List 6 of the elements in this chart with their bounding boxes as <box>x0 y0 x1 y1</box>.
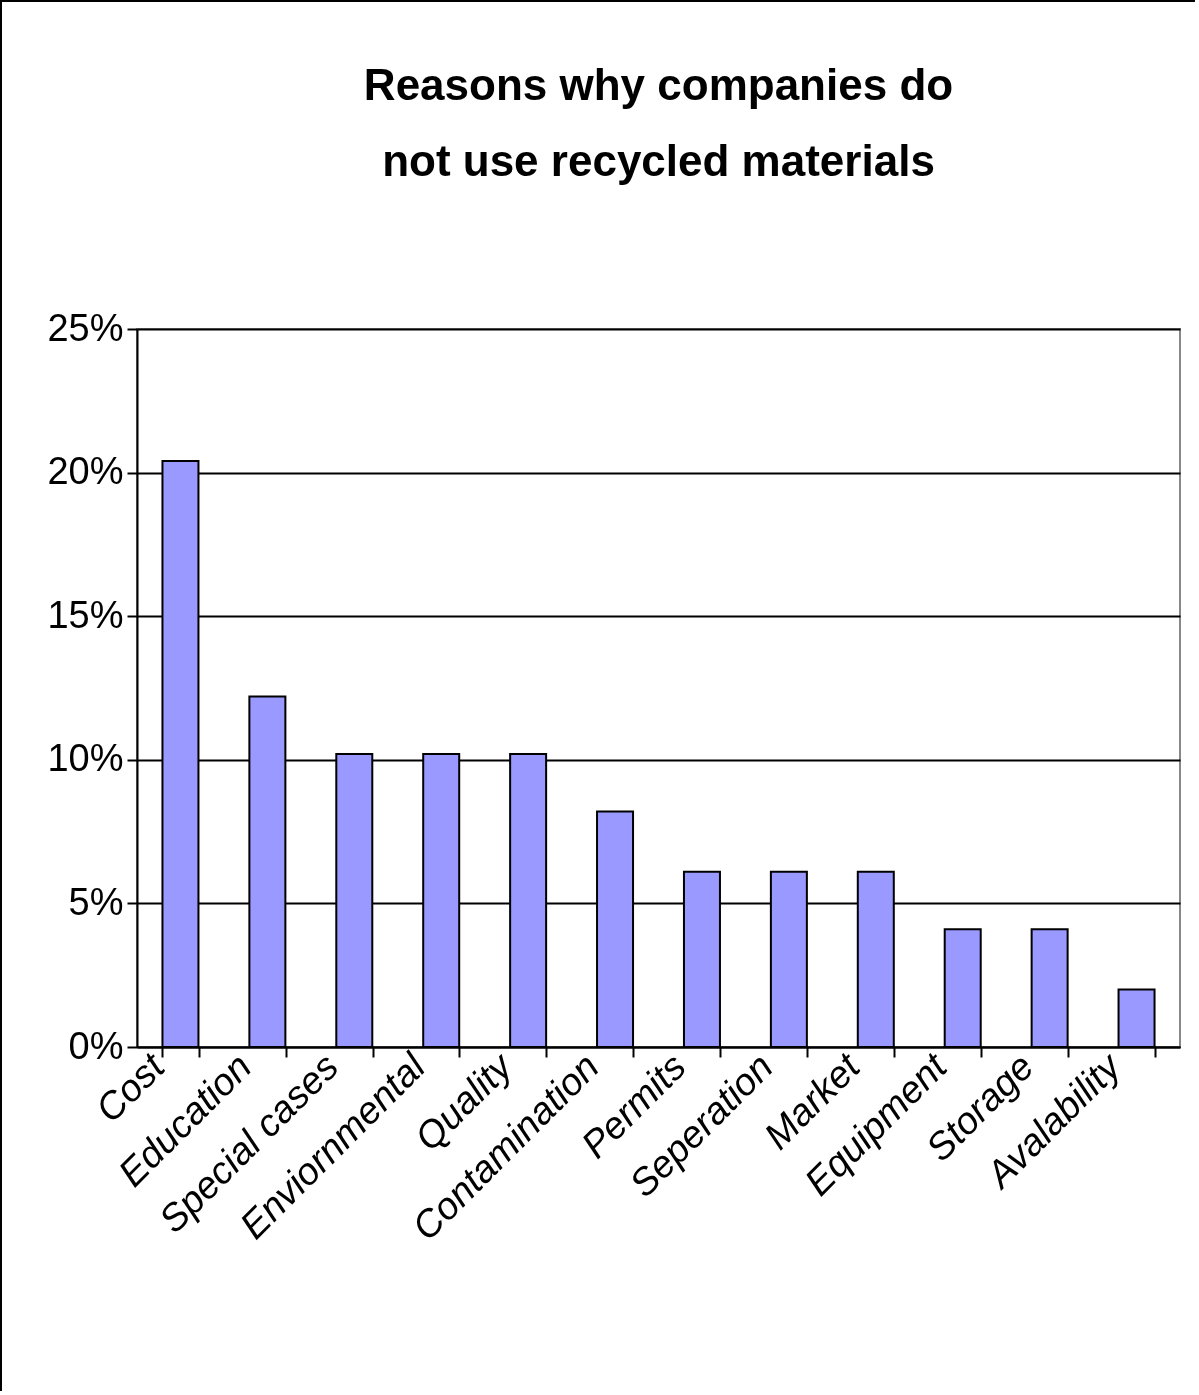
y-tick-label: 5% <box>68 880 124 923</box>
y-tick-label: 20% <box>47 450 124 493</box>
y-tick-label: 15% <box>47 593 124 636</box>
y-tick-label: 25% <box>47 306 124 349</box>
chart-title: Reasons why companies do not use recycled materials <box>363 60 954 185</box>
y-tick-label: 10% <box>47 737 124 780</box>
